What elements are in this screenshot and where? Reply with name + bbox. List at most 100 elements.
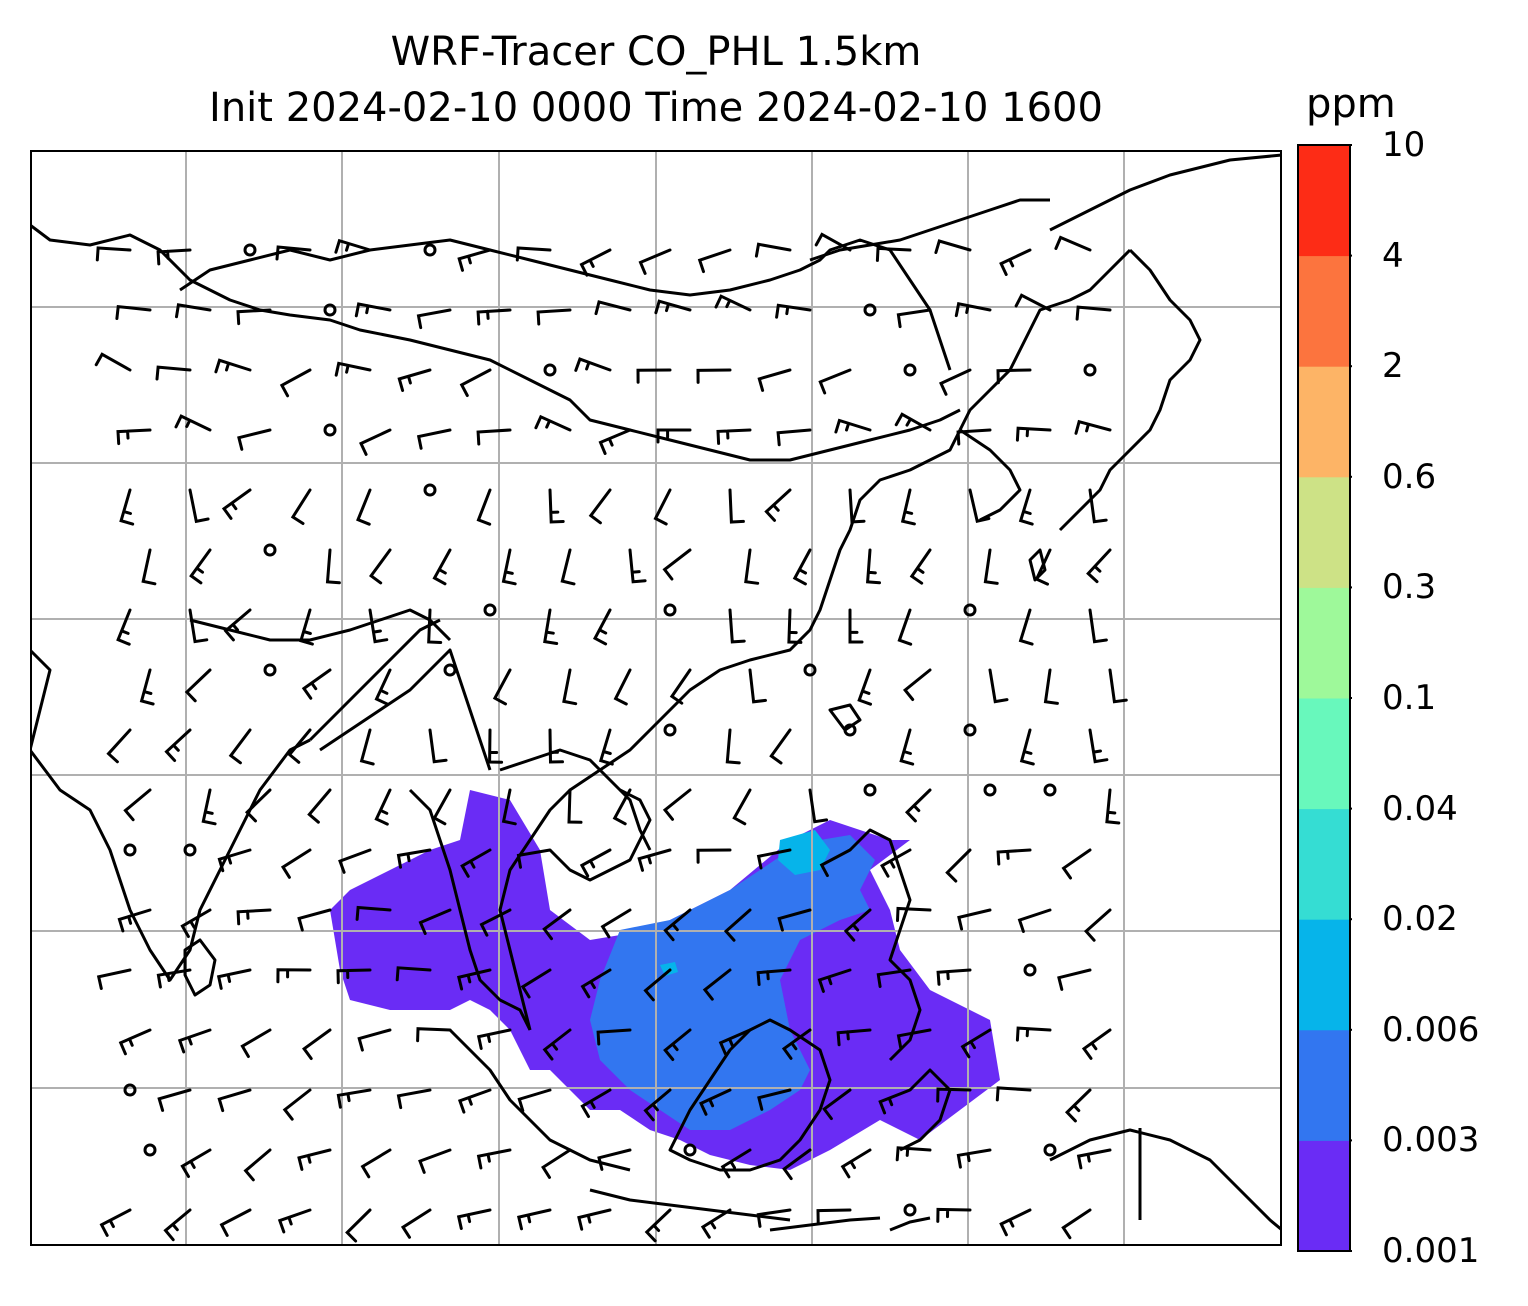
wind-barb [236,308,272,326]
wind-barb [217,848,252,873]
wind-barb [1083,908,1112,942]
wind-barb [476,1028,512,1050]
wind-barb [201,788,217,826]
wind-barb [817,968,852,993]
colorbar-segment [1298,1140,1350,1252]
wind-barb [598,428,632,455]
wind-barb [756,1208,792,1228]
calm-wind-marker [803,663,817,677]
sulawesi [899,1068,952,1152]
wind-barb [374,668,392,706]
wind-barb [637,848,672,872]
wind-barb [896,1028,932,1050]
wind-barb [775,303,812,319]
wind-barb [476,308,512,326]
wind-barb [1017,908,1052,933]
map-title-line-1: WRF-Tracer CO_PHL 1.5km [390,29,922,75]
wind-barb [338,848,372,874]
colorbar-tick-label: 10 [1382,125,1426,165]
wind-barb [418,1148,452,1174]
lesser-sunda [769,1216,931,1232]
wind-barb [1074,419,1112,435]
colorbar-tick-label: 0.02 [1382,899,1458,940]
wind-barb [1061,848,1092,880]
colorbar-tick-label: 0.003 [1382,1120,1480,1161]
wind-barb [156,968,192,989]
wind-barb [457,248,492,272]
wind-barb [764,488,792,522]
calm-wind-marker [863,783,877,797]
wind-barb [280,848,312,879]
tracer-level-0.006 [778,830,830,875]
wind-barb [325,548,341,585]
colorbar-tick-label: 0.001 [1382,1231,1480,1271]
wind-barb [221,488,252,520]
wind-barb [644,1208,672,1243]
wind-barb [819,848,852,878]
wind-barb [699,1088,732,1116]
wind-barb [548,728,564,764]
colorbar-tick-label: 4 [1382,235,1404,276]
wind-barb [904,788,932,823]
wind-barb [416,308,452,330]
wind-barb [777,908,812,932]
wind-barb [662,548,692,581]
wind-barb [597,1148,632,1171]
wind-barb [96,968,132,990]
wind-barb [416,428,452,450]
wind-barb [228,728,252,765]
wind-barb [939,368,972,396]
wind-barb [456,968,492,991]
wind-barb [1018,608,1034,646]
india-coastline [30,648,311,982]
northeast-coast [1049,153,1282,232]
tracer-concentration-fill [330,790,1000,1170]
calm-wind-marker [423,243,437,257]
wind-barb [697,248,732,274]
calm-wind-marker [663,603,677,617]
wind-barb [592,608,612,646]
wind-barb [899,728,915,766]
wind-barb [700,1208,732,1239]
calm-wind-marker [843,723,857,737]
wind-barb [542,1028,572,1061]
wind-barb [875,246,912,262]
wind-barb [744,548,760,585]
map-panel [30,150,1282,1246]
wind-barb [638,248,672,275]
wind-barb [834,418,872,434]
wind-barb [432,788,452,826]
wind-barb [718,1028,752,1056]
new-guinea [1049,1128,1282,1232]
northern-coast [809,198,1050,262]
colorbar-tick-label: 0.3 [1382,567,1437,608]
wind-barb [534,414,572,432]
wind-barb [428,728,448,764]
wind-barb [643,968,672,1002]
wind-barb [287,728,312,764]
wind-barb [714,294,752,312]
wind-barb [1034,548,1052,586]
wind-barb [189,548,212,585]
colorbar-segment [1298,919,1350,1031]
wind-barb [876,968,912,988]
colorbar-segment [1298,476,1350,588]
calm-wind-marker [323,423,337,437]
wind-barb [219,1208,252,1237]
wind-barb [244,788,272,823]
wind-barb [459,368,492,397]
wind-barb [588,488,612,525]
wind-barb [596,1028,632,1046]
indochina-coast [498,429,962,1031]
wind-barb [769,728,792,765]
wind-barb [94,352,132,372]
hainan [828,703,862,732]
wind-barb [488,728,504,764]
wind-barb [116,608,132,646]
wind-barb [223,608,252,642]
wind-barb [174,414,212,432]
calm-wind-marker [543,363,557,377]
wind-barb [1081,1028,1112,1060]
wind-barb [999,248,1032,276]
wind-barb [732,788,752,826]
